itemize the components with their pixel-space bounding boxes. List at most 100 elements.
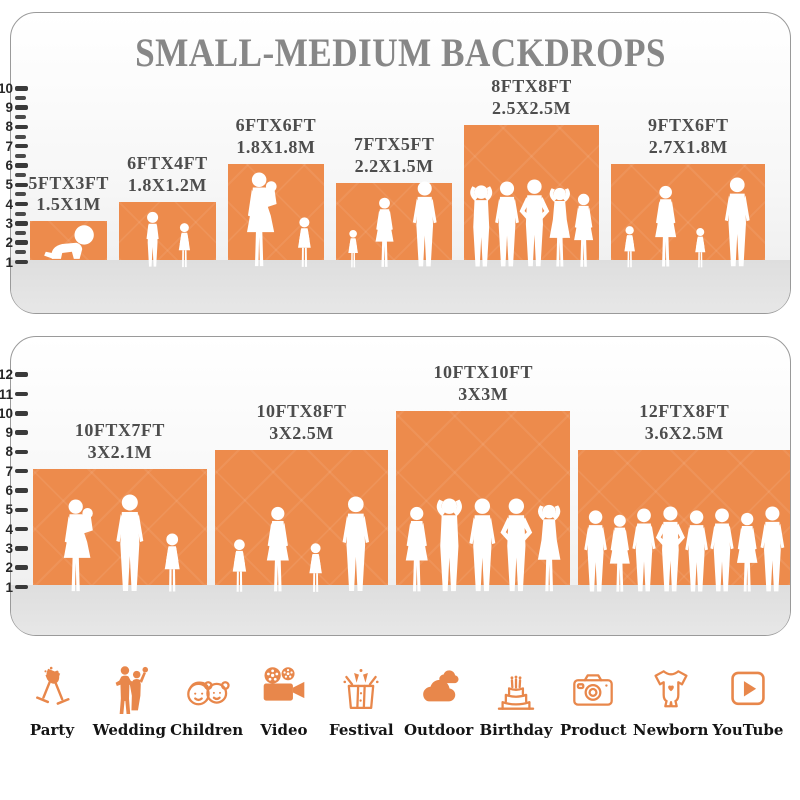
backdrop-size-ft: 6FTX4FT bbox=[127, 153, 208, 174]
figure-group-10ftx8ft bbox=[223, 496, 381, 594]
ruler-mark-8: 8 bbox=[0, 444, 28, 460]
category-party: Party bbox=[16, 664, 88, 739]
backdrop-size-label-10ftx10ft: 10FTX10FT 3X3M bbox=[433, 362, 533, 406]
girl-silhouette bbox=[345, 229, 361, 269]
ruler-tick bbox=[15, 391, 28, 397]
backdrop-size-ft: 7FTX5FT bbox=[353, 133, 435, 154]
ruler-tick bbox=[15, 488, 28, 493]
backdrop-6ftx6ft bbox=[227, 163, 325, 261]
ruler-number: 9 bbox=[5, 425, 13, 441]
ruler-tick bbox=[15, 105, 28, 110]
ruler-tick bbox=[15, 143, 28, 149]
ruler-number: 12 bbox=[0, 367, 14, 383]
ruler-number: 10 bbox=[0, 405, 14, 421]
children-icon bbox=[181, 664, 233, 716]
ruler-mark-2: 2 bbox=[0, 235, 28, 251]
category-label-outdoor: Outdoor bbox=[403, 721, 474, 739]
figure-group-7ftx5ft bbox=[341, 181, 447, 269]
ruler-number: 4 bbox=[5, 196, 13, 212]
ruler-mark-9: 9 bbox=[0, 100, 28, 116]
ruler-mark-2: 2 bbox=[0, 560, 28, 576]
ruler-number: 5 bbox=[5, 177, 13, 193]
backdrop-9ftx6ft bbox=[611, 163, 766, 261]
backdrop-size-m: 2.2X1.5M bbox=[354, 155, 434, 176]
party-icon bbox=[26, 664, 78, 716]
ruler-tick bbox=[15, 526, 28, 532]
ruler-tick bbox=[15, 449, 28, 455]
backdrop-size-label-12ftx8ft: 12FTX8FT 3.6X2.5M bbox=[639, 401, 729, 445]
category-newborn: Newborn bbox=[633, 664, 708, 739]
ruler-number: 6 bbox=[5, 483, 13, 498]
woman-silhouette bbox=[260, 506, 295, 594]
backdrop-10ftx8ft bbox=[214, 449, 389, 585]
ruler-number: 3 bbox=[5, 540, 13, 556]
floor-top bbox=[11, 260, 790, 313]
category-wedding: Wedding bbox=[92, 664, 166, 739]
woman-silhouette bbox=[568, 193, 598, 269]
ruler-mark-7: 7 bbox=[0, 463, 28, 479]
girl-silhouette bbox=[621, 225, 639, 269]
category-festival: Festival bbox=[325, 664, 397, 739]
ruler-tick bbox=[15, 182, 28, 188]
backdrop-size-label-10ftx8ft: 10FTX8FT 3X2.5M bbox=[257, 401, 347, 445]
category-label-wedding: Wedding bbox=[92, 721, 166, 739]
girl-silhouette bbox=[228, 538, 250, 594]
ruler-tick bbox=[15, 201, 28, 207]
ruler-tick bbox=[15, 163, 28, 168]
backdrop-size-m: 3X3M bbox=[458, 384, 509, 405]
video-icon bbox=[258, 664, 310, 716]
ruler-tick bbox=[15, 372, 28, 377]
ruler-mark-4: 4 bbox=[0, 521, 28, 537]
ruler-number: 8 bbox=[5, 444, 13, 460]
backdrop-size-m: 1.8X1.2M bbox=[127, 175, 207, 196]
ruler-mark-3: 3 bbox=[0, 540, 28, 556]
backdrop-size-m: 3.6X2.5M bbox=[644, 422, 724, 443]
backdrop-size-label-5ftx3ft: 5FTX3FT 1.5X1M bbox=[28, 173, 109, 217]
girl-silhouette bbox=[160, 532, 185, 594]
category-label-festival: Festival bbox=[329, 721, 394, 739]
ruler-number: 1 bbox=[5, 254, 13, 270]
womanup-silhouette bbox=[531, 504, 567, 594]
figure-group-10ftx10ft bbox=[401, 498, 565, 594]
boy-silhouette bbox=[141, 211, 164, 269]
backdrop-size-label-7ftx5ft: 7FTX5FT 2.2X1.5M bbox=[354, 134, 435, 178]
backdrop-size-m: 3X2.1M bbox=[87, 442, 153, 463]
ruler-tick bbox=[15, 584, 28, 590]
ruler-number: 1 bbox=[5, 579, 13, 595]
backdrop-size-label-6ftx4ft: 6FTX4FT 1.8X1.2M bbox=[127, 153, 208, 197]
birthday-icon bbox=[490, 664, 542, 716]
ruler-mark-5: 5 bbox=[0, 177, 28, 193]
man-silhouette bbox=[755, 506, 790, 594]
category-label-video: Video bbox=[260, 721, 308, 739]
ruler-half-tick bbox=[0, 148, 26, 164]
outdoor-icon bbox=[413, 664, 465, 716]
ruler-half-tick bbox=[0, 90, 26, 106]
manup-silhouette bbox=[430, 498, 468, 594]
newborn-icon bbox=[645, 664, 697, 716]
category-product: Product bbox=[557, 664, 629, 739]
figure-group-6ftx6ft bbox=[233, 172, 319, 269]
girl-silhouette bbox=[293, 216, 314, 269]
ruler-mark-12: 12 bbox=[0, 367, 28, 383]
backdrop-size-ft: 8FTX8FT bbox=[491, 76, 572, 96]
ruler-mark-5: 5 bbox=[0, 502, 28, 518]
backdrop-size-ft: 9FTX6FT bbox=[648, 114, 729, 135]
girl-silhouette bbox=[692, 227, 709, 269]
man-silhouette bbox=[464, 498, 502, 594]
ruler-half-tick bbox=[0, 225, 26, 241]
backdrop-canvas-5ftx3ft bbox=[30, 221, 108, 260]
category-row: Party Wedding Children Video Festival Ou… bbox=[16, 664, 784, 739]
womanbaby-silhouette bbox=[237, 172, 284, 269]
backdrop-size-label-10ftx7ft: 10FTX7FT 3X2.1M bbox=[75, 420, 165, 464]
ruler-tick bbox=[15, 86, 28, 91]
festival-icon bbox=[335, 664, 387, 716]
backdrop-size-label-8ftx8ft: 8FTX8FT 2.5X2.5M bbox=[491, 76, 572, 120]
ruler-half-tick bbox=[0, 109, 26, 125]
ruler-tick bbox=[15, 468, 28, 474]
backdrop-6ftx4ft bbox=[119, 202, 216, 260]
backdrop-size-m: 3X2.5M bbox=[269, 422, 334, 443]
youtube-icon bbox=[722, 664, 774, 716]
ruler-mark-9: 9 bbox=[0, 425, 28, 441]
category-youtube: YouTube bbox=[712, 664, 784, 739]
ruler-half-tick bbox=[0, 244, 26, 260]
